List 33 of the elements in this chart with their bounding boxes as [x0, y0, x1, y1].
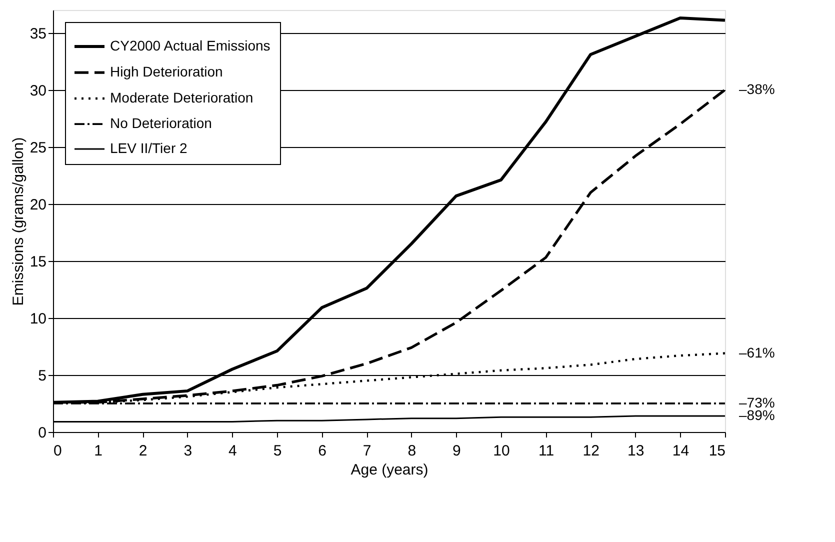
x-tick-label: 2 — [138, 442, 148, 460]
y-tick-label: 10 — [30, 310, 46, 328]
y-tick-label: 5 — [38, 367, 46, 384]
text: –38% — [739, 80, 775, 97]
x-tick-label: 10 — [493, 442, 510, 460]
x-tick-label: 13 — [628, 442, 644, 460]
y-tick-label: 20 — [30, 196, 46, 214]
x-tick-label: 4 — [228, 442, 237, 460]
legend-label: Moderate Deterioration — [110, 90, 254, 106]
legend-label: CY2000 Actual Emissions — [110, 38, 270, 54]
x-tick-label: 9 — [452, 442, 461, 460]
x-axis-title: Age (years) — [350, 462, 428, 478]
legend-label: High Deterioration — [110, 64, 223, 80]
x-tick-label: 14 — [672, 442, 690, 460]
y-tick-label: 35 — [30, 25, 46, 42]
y-tick-label: 25 — [30, 139, 46, 156]
text: –61% — [739, 344, 775, 360]
legend-label: No Deterioration — [110, 115, 212, 131]
x-tick-label: 12 — [582, 442, 600, 460]
x-tick-label: 8 — [408, 442, 416, 460]
x-tick-label: 11 — [538, 442, 554, 460]
x-tick-label: 0 — [54, 442, 62, 460]
x-tick-label: 15 — [708, 442, 726, 460]
x-tick-label: 5 — [273, 442, 282, 460]
x-tick-label: 3 — [184, 442, 192, 460]
legend-label: LEV II/Tier 2 — [110, 140, 188, 156]
x-tick-label: 7 — [362, 442, 372, 460]
y-tick-label: 30 — [30, 82, 46, 100]
y-tick-label: 0 — [38, 424, 46, 442]
y-axis-title: Emissions (grams/gallon) — [10, 137, 27, 306]
x-tick-label: 6 — [318, 442, 326, 460]
x-tick-label: 1 — [94, 442, 102, 460]
y-tick-label: 15 — [30, 253, 46, 270]
